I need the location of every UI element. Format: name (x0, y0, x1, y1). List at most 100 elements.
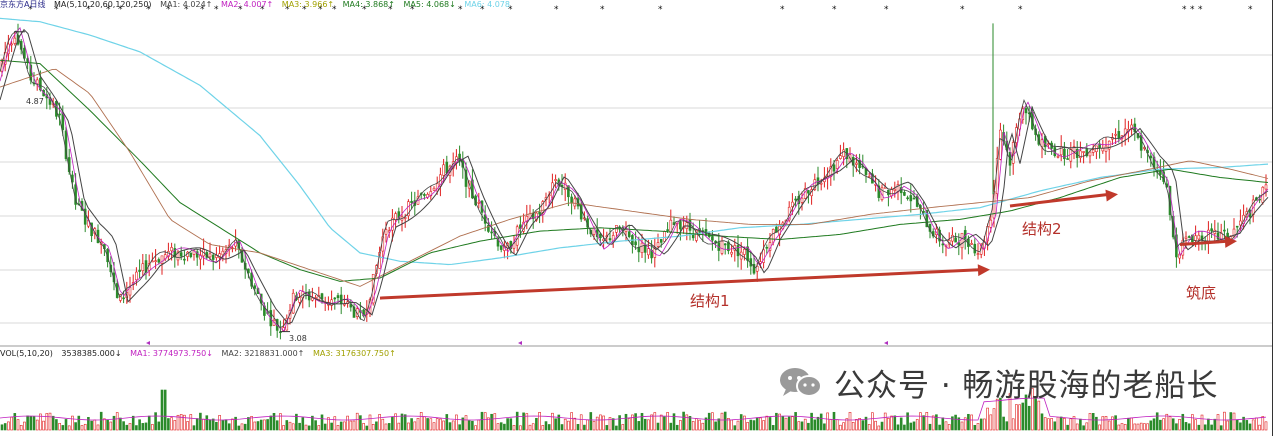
volume-bar (288, 421, 292, 431)
volume-bar (647, 419, 650, 431)
volume-bar (218, 415, 221, 431)
volume-bar (279, 413, 282, 431)
volume-bar (679, 420, 682, 431)
volume-bar (816, 416, 820, 431)
volume-bar (211, 418, 215, 431)
volume-bar (720, 412, 724, 431)
volume-bar (688, 416, 692, 431)
volume-bar (99, 411, 103, 431)
volume-bar (535, 417, 538, 431)
volume-bar (851, 422, 855, 431)
candle-body (144, 260, 148, 273)
volume-bar (1101, 416, 1105, 431)
candle-body (499, 245, 503, 250)
volume-bar (1120, 423, 1124, 431)
candle-body (1069, 149, 1073, 162)
volume-bar (295, 413, 298, 431)
candle-body (208, 253, 212, 258)
volume-bar (586, 419, 589, 431)
candle-body (730, 252, 733, 255)
volume-bar (944, 421, 948, 431)
trend-arrow-2 (1009, 192, 1111, 208)
volume-bar (352, 420, 356, 431)
volume-bar (832, 411, 836, 431)
volume-bar (471, 420, 474, 431)
volume-bar (685, 414, 689, 431)
volume-bar (426, 418, 429, 431)
candle-body (1056, 155, 1060, 158)
volume-bar (314, 420, 317, 431)
volume-bar (333, 416, 337, 431)
volume-bar (547, 424, 551, 431)
volume-bar (896, 424, 900, 431)
volume-ma-line (0, 397, 1267, 421)
volume-bar (1258, 424, 1261, 431)
candle-body (487, 225, 490, 232)
candle-body (1107, 140, 1111, 150)
volume-bar (960, 421, 964, 431)
candle-body (1117, 131, 1121, 139)
volume-bar (861, 420, 865, 431)
event-marker: * (388, 5, 393, 15)
volume-bar (202, 418, 205, 431)
volume-bar (247, 417, 250, 431)
event-marker: * (54, 5, 59, 15)
volume-bar (1111, 416, 1114, 431)
volume-bar (570, 412, 573, 431)
volume-bar (269, 415, 273, 431)
ma10-line (0, 26, 1269, 332)
candle-body (432, 187, 436, 191)
volume-bar (1085, 422, 1089, 431)
volume-bar (103, 418, 106, 431)
volume-bar (1146, 423, 1149, 431)
volume-bar (906, 412, 909, 431)
volume-bar (1181, 413, 1185, 431)
volume-bar (557, 414, 561, 431)
volume-bar (192, 425, 196, 431)
candle-body (1024, 108, 1028, 114)
volume-bar (551, 412, 554, 431)
volume-bar (176, 414, 180, 431)
volume-bar (442, 420, 445, 431)
volume-bar (253, 421, 257, 431)
volume-bar (947, 424, 951, 431)
volume-bar (829, 419, 833, 431)
volume-bar (378, 414, 381, 431)
trend-arrowhead-1 (977, 264, 990, 277)
ma60-line (0, 59, 1269, 282)
volume-bar (1213, 418, 1217, 431)
candle-body (627, 231, 631, 237)
volume-bar (71, 415, 74, 431)
volume-bar (880, 421, 884, 431)
event-marker: * (118, 5, 123, 15)
volume-bar (845, 418, 849, 431)
volume-bar (1194, 419, 1197, 431)
volume-bar (23, 421, 26, 431)
volume-bar (1175, 423, 1178, 431)
volume-bar (864, 416, 868, 431)
candle-body (442, 164, 445, 176)
volume-bar (1027, 405, 1031, 431)
candle-body (771, 229, 775, 243)
volume-bar (775, 412, 778, 431)
volume-bar (151, 424, 154, 431)
volume-bar (1063, 418, 1066, 431)
volume-bar (160, 389, 164, 431)
volume-bar (503, 423, 506, 431)
volume-bar (605, 425, 609, 431)
volume-bar (7, 421, 10, 431)
volume-bar (714, 421, 717, 431)
volume-bar (778, 413, 781, 431)
volume-bar (595, 416, 599, 431)
volume-bar (871, 412, 874, 431)
candle-body (954, 237, 957, 243)
volume-bar (0, 424, 4, 431)
volume-bar (592, 420, 596, 431)
candle-body (403, 217, 407, 219)
volume-bar (413, 421, 417, 431)
candle-body (250, 272, 253, 287)
candle-body (752, 263, 756, 274)
candle-body (13, 37, 17, 44)
volume-bar (938, 424, 941, 431)
